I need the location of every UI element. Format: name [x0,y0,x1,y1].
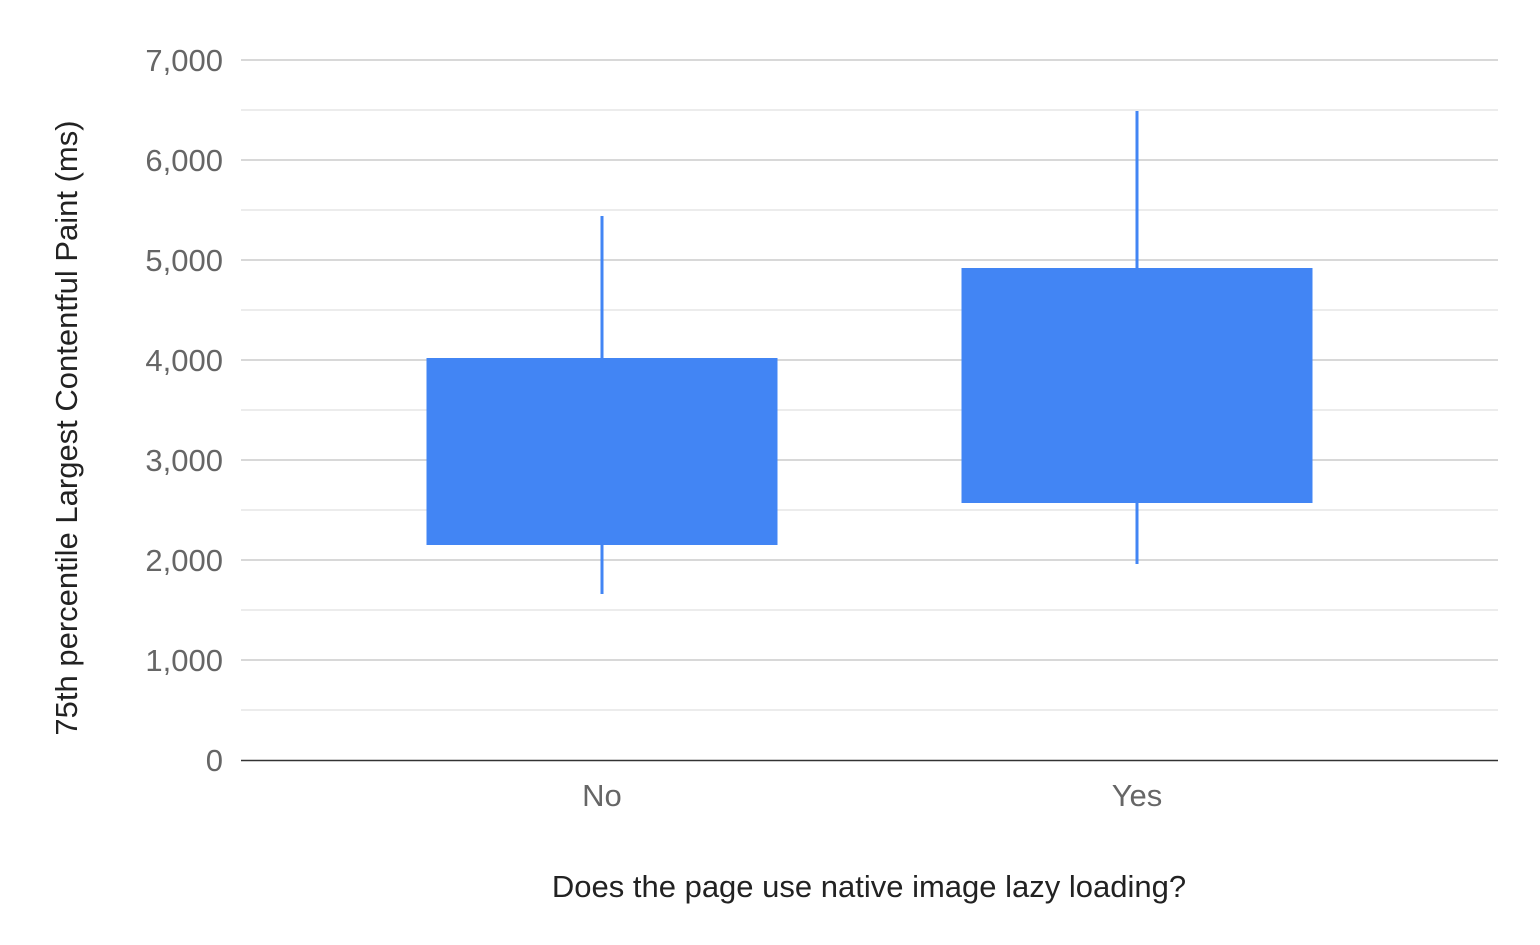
x-tick-label: No [582,778,622,813]
y-tick-label: 2,000 [145,543,223,578]
y-axis-title: 75th percentile Largest Contentful Paint… [49,120,84,735]
candles [426,111,1313,594]
y-tick-label: 1,000 [145,643,223,678]
y-tick-label: 5,000 [145,243,223,278]
x-axis-ticks: No Yes [582,778,1162,813]
candle-body-no [426,358,778,545]
y-tick-label: 7,000 [145,43,223,78]
x-tick-label: Yes [1112,778,1163,813]
y-axis-ticks: 0 1,000 2,000 3,000 4,000 5,000 6,000 7,000 [145,43,223,778]
x-axis-title: Does the page use native image lazy load… [552,869,1186,904]
candle-body-yes [961,268,1313,503]
y-tick-label: 3,000 [145,443,223,478]
y-tick-label: 0 [206,743,223,778]
y-tick-label: 6,000 [145,143,223,178]
y-tick-label: 4,000 [145,343,223,378]
